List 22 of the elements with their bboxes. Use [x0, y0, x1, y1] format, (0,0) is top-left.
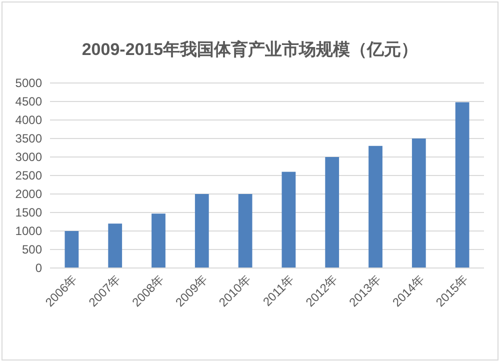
y-tick-label: 1000	[15, 224, 42, 238]
bar	[368, 146, 382, 268]
y-tick-label: 4000	[15, 112, 42, 127]
bar	[152, 214, 166, 268]
y-tick-label: 3500	[15, 131, 42, 146]
y-tick-label: 2500	[15, 168, 42, 182]
bar	[455, 102, 470, 268]
bar	[108, 224, 122, 268]
bar	[325, 157, 340, 268]
bar	[194, 194, 209, 268]
y-tick-label: 2000	[15, 186, 42, 201]
y-tick-label: 5000	[15, 76, 42, 90]
y-tick-label: 500	[22, 242, 42, 256]
bar	[64, 231, 79, 268]
y-tick-label: 4500	[15, 94, 42, 108]
chart-title: 2009-2015年我国体育产业市场规模（亿元）	[82, 39, 418, 59]
bar	[412, 138, 426, 268]
bar	[238, 194, 252, 268]
y-tick-label: 3000	[15, 150, 42, 164]
y-tick-label: 0	[35, 260, 42, 275]
bar	[282, 172, 296, 268]
y-tick-label: 1500	[15, 205, 42, 220]
